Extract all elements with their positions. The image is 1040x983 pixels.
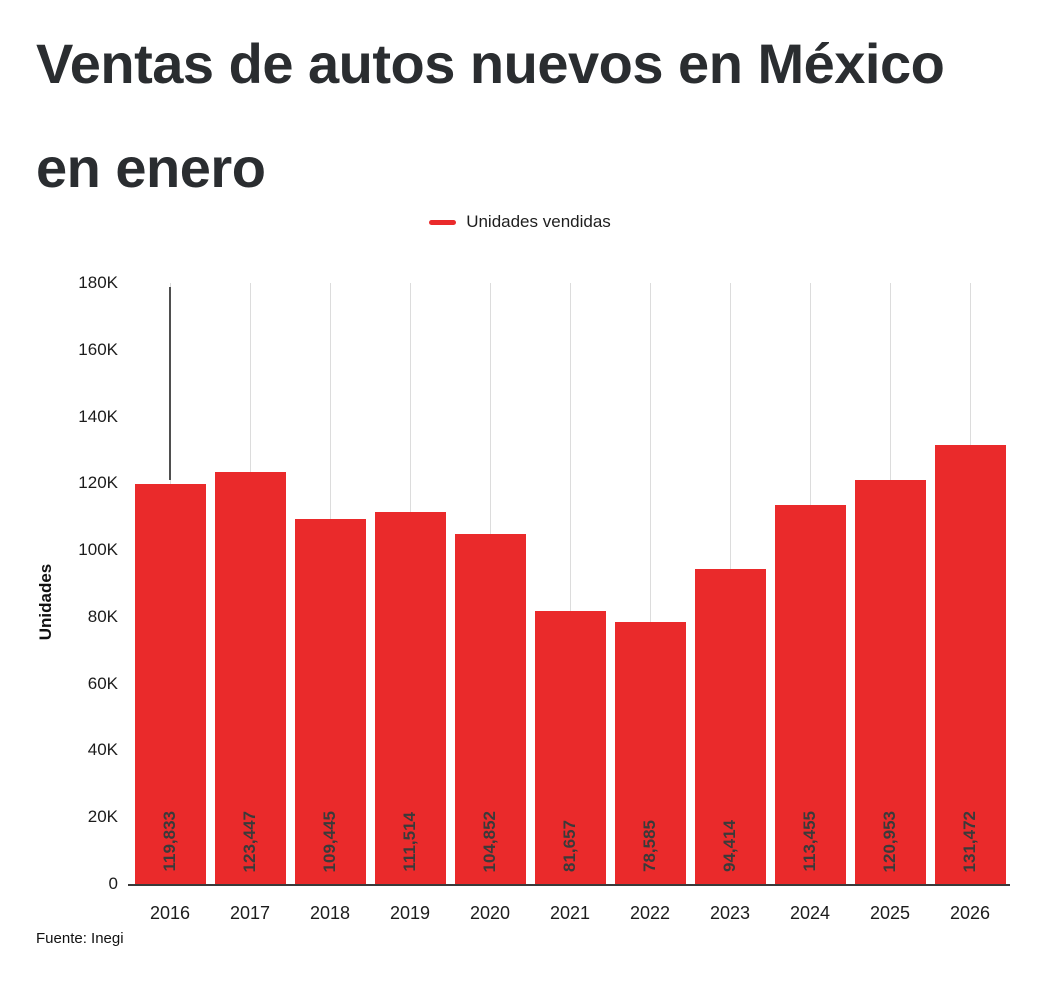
x-tick-label: 2024	[789, 903, 831, 923]
bar[interactable]: 131,472	[934, 445, 1006, 884]
chart: 119,833 123,447 109,445 111,514 104,852 81,65…	[0, 273, 1040, 983]
bar[interactable]: 123,447	[214, 471, 286, 884]
bar[interactable]: 120,953	[854, 480, 926, 884]
legend[interactable]: Unidades vendidas	[0, 212, 1040, 232]
page-title: Ventas de autos nuevos en México en ener…	[36, 32, 945, 199]
y-tick-label: 180K	[78, 273, 118, 292]
bar-value-label: 120,953	[880, 810, 899, 872]
y-tick-label: 120K	[78, 473, 118, 493]
y-tick-label: 140K	[78, 406, 118, 426]
bar-value-label: 81,657	[560, 820, 579, 872]
x-tick-label: 2016	[149, 903, 191, 923]
legend-swatch-icon	[429, 219, 457, 225]
hover-indicator-line	[169, 287, 171, 480]
x-tick-label: 2023	[709, 903, 751, 923]
bar[interactable]: 111,514	[374, 511, 446, 884]
source-note: Fuente: Inegi	[36, 930, 124, 947]
y-tick-label: 0	[108, 874, 118, 893]
bar-value-label: 104,852	[480, 810, 499, 872]
bar-value-label: 131,472	[960, 810, 979, 872]
x-tick-label: 2022	[629, 903, 671, 923]
bar[interactable]: 113,455	[774, 505, 846, 884]
legend-label: Unidades vendidas	[466, 212, 611, 231]
bar-value-label: 119,833	[160, 811, 179, 872]
bar[interactable]: 104,852	[454, 533, 526, 884]
bar[interactable]: 94,414	[694, 568, 766, 884]
y-tick-label: 100K	[78, 540, 118, 560]
x-tick-label: 2020	[469, 903, 511, 923]
bar[interactable]: 119,833	[134, 483, 206, 884]
y-tick-label: 160K	[78, 339, 118, 359]
x-tick-label: 2025	[869, 903, 911, 923]
x-tick-label: 2021	[549, 903, 591, 923]
gridline	[650, 283, 651, 884]
gridline	[570, 283, 571, 884]
bar[interactable]: 78,585	[614, 621, 686, 884]
y-tick-label: 20K	[87, 807, 118, 827]
bar-value-label: 111,514	[400, 812, 419, 872]
x-tick-label: 2019	[389, 903, 431, 923]
x-tick-label: 2026	[949, 903, 991, 923]
bar[interactable]: 109,445	[294, 518, 366, 884]
y-tick-label: 60K	[87, 673, 118, 693]
x-tick-label: 2018	[309, 903, 351, 923]
y-tick-label: 80K	[87, 606, 118, 626]
x-axis-line	[128, 884, 1010, 886]
bar-value-label: 94,414	[720, 820, 739, 872]
bar-value-label: 78,585	[640, 820, 659, 872]
bar[interactable]: 81,657	[534, 611, 606, 884]
bar-value-label: 123,447	[240, 810, 259, 872]
bar-value-label: 113,455	[800, 811, 819, 872]
x-tick-label: 2017	[229, 903, 271, 923]
bar-value-label: 109,445	[320, 810, 339, 872]
y-tick-label: 40K	[87, 740, 118, 760]
plot-area: 119,833 123,447 109,445 111,514 104,852 81,65…	[130, 283, 1010, 884]
